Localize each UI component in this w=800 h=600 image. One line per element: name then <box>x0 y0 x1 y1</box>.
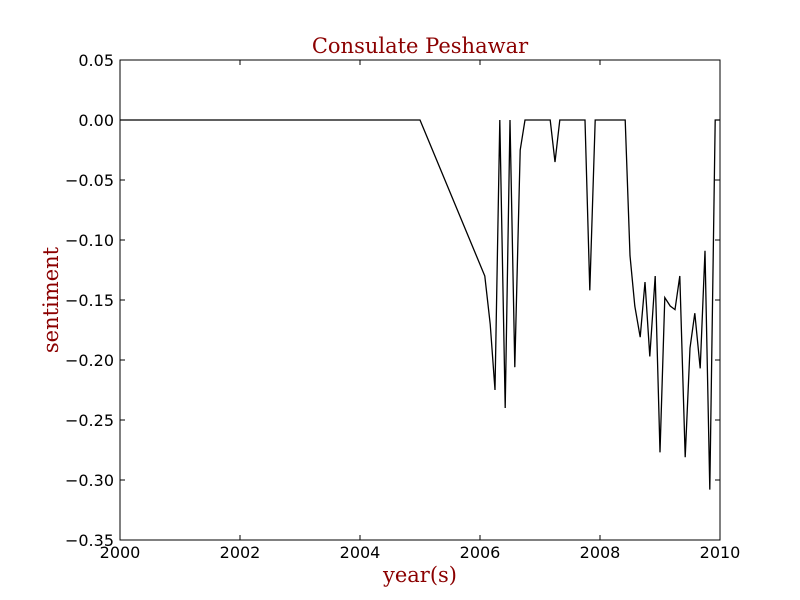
y-tick-label: −0.30 <box>65 471 114 490</box>
y-tick-label: 0.00 <box>78 111 114 130</box>
x-tick-label: 2006 <box>460 543 501 562</box>
x-tick-label: 2010 <box>700 543 741 562</box>
y-tick-label: −0.25 <box>65 411 114 430</box>
y-tick-label: −0.20 <box>65 351 114 370</box>
y-tick-label: 0.05 <box>78 51 114 70</box>
y-tick-label: −0.15 <box>65 291 114 310</box>
y-tick-label: −0.35 <box>65 531 114 550</box>
x-axis-label: year(s) <box>382 563 457 587</box>
plot-frame <box>119 59 721 541</box>
plot-lines <box>120 119 720 490</box>
x-tick-label: 2002 <box>220 543 261 562</box>
x-tick-label: 2008 <box>580 543 621 562</box>
axis-ticks: 2000 2002 2004 2006 2008 2010 0.05 0.00 −0.05 −0.… <box>65 51 740 562</box>
x-tick-label: 2004 <box>340 543 381 562</box>
chart-title: Consulate Peshawar <box>312 34 529 58</box>
x-tick-label: 2000 <box>100 543 141 562</box>
sentiment-series-line <box>120 119 720 490</box>
y-tick-label: −0.05 <box>65 171 114 190</box>
y-tick-label: −0.10 <box>65 231 114 250</box>
y-axis-label: sentiment <box>39 246 63 353</box>
